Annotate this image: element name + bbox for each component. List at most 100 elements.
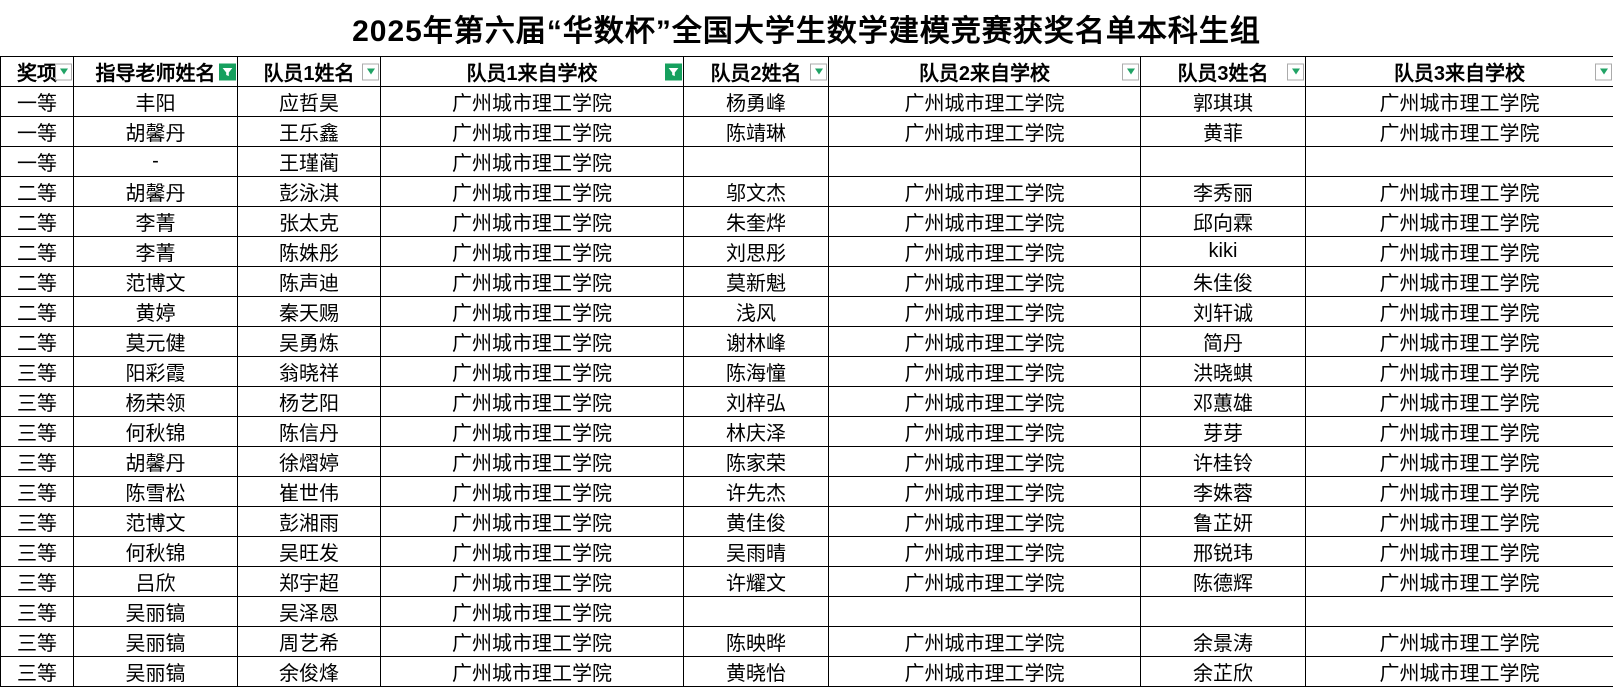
cell-award[interactable]: 三等 (1, 597, 74, 627)
cell-member3-school[interactable]: 广州城市理工学院 (1306, 87, 1613, 117)
cell-member2-name[interactable]: 莫新魁 (684, 267, 829, 297)
cell-member3-school[interactable]: 广州城市理工学院 (1306, 657, 1613, 687)
cell-award[interactable]: 三等 (1, 387, 74, 417)
cell-member1-school[interactable]: 广州城市理工学院 (381, 597, 684, 627)
cell-member3-school[interactable]: 广州城市理工学院 (1306, 177, 1613, 207)
cell-member1-school[interactable]: 广州城市理工学院 (381, 297, 684, 327)
cell-member1-school[interactable]: 广州城市理工学院 (381, 87, 684, 117)
cell-advisor[interactable]: 黄婷 (74, 297, 238, 327)
cell-member2-name[interactable]: 陈靖琳 (684, 117, 829, 147)
cell-member3-school[interactable]: 广州城市理工学院 (1306, 567, 1613, 597)
cell-member3-school[interactable]: 广州城市理工学院 (1306, 387, 1613, 417)
cell-member2-school[interactable]: 广州城市理工学院 (829, 297, 1141, 327)
cell-member3-name[interactable]: 简丹 (1141, 327, 1306, 357)
cell-advisor[interactable]: - (74, 147, 238, 177)
cell-member2-school[interactable]: 广州城市理工学院 (829, 267, 1141, 297)
cell-member3-name[interactable]: 郭琪琪 (1141, 87, 1306, 117)
cell-member2-name[interactable] (684, 597, 829, 627)
cell-member1-school[interactable]: 广州城市理工学院 (381, 447, 684, 477)
cell-member2-school[interactable] (829, 597, 1141, 627)
filter-dropdown-icon[interactable] (1595, 63, 1612, 80)
cell-member1-school[interactable]: 广州城市理工学院 (381, 387, 684, 417)
cell-member1-name[interactable]: 秦天赐 (238, 297, 381, 327)
cell-member2-name[interactable]: 陈海憧 (684, 357, 829, 387)
cell-member1-name[interactable]: 翁晓祥 (238, 357, 381, 387)
cell-member1-school[interactable]: 广州城市理工学院 (381, 327, 684, 357)
cell-member2-name[interactable]: 许先杰 (684, 477, 829, 507)
cell-member3-name[interactable]: 陈德辉 (1141, 567, 1306, 597)
cell-member1-school[interactable]: 广州城市理工学院 (381, 237, 684, 267)
cell-advisor[interactable]: 胡馨丹 (74, 117, 238, 147)
cell-advisor[interactable]: 范博文 (74, 507, 238, 537)
cell-award[interactable]: 三等 (1, 567, 74, 597)
cell-member2-name[interactable]: 杨勇峰 (684, 87, 829, 117)
cell-award[interactable]: 一等 (1, 87, 74, 117)
filter-dropdown-icon[interactable] (810, 63, 827, 80)
cell-award[interactable]: 三等 (1, 507, 74, 537)
cell-member3-name[interactable]: 芽芽 (1141, 417, 1306, 447)
cell-member2-name[interactable]: 陈家荣 (684, 447, 829, 477)
cell-member2-name[interactable]: 刘思彤 (684, 237, 829, 267)
cell-member1-school[interactable]: 广州城市理工学院 (381, 477, 684, 507)
cell-member2-school[interactable]: 广州城市理工学院 (829, 87, 1141, 117)
cell-award[interactable]: 三等 (1, 657, 74, 687)
filter-dropdown-icon[interactable] (362, 63, 379, 80)
cell-member2-name[interactable]: 浅风 (684, 297, 829, 327)
cell-advisor[interactable]: 陈雪松 (74, 477, 238, 507)
cell-member3-school[interactable]: 广州城市理工学院 (1306, 417, 1613, 447)
cell-member3-school[interactable]: 广州城市理工学院 (1306, 117, 1613, 147)
cell-advisor[interactable]: 李菁 (74, 207, 238, 237)
cell-member2-school[interactable]: 广州城市理工学院 (829, 447, 1141, 477)
cell-advisor[interactable]: 杨荣领 (74, 387, 238, 417)
cell-member1-name[interactable]: 王瑾蔺 (238, 147, 381, 177)
cell-member1-name[interactable]: 张太克 (238, 207, 381, 237)
cell-advisor[interactable]: 莫元健 (74, 327, 238, 357)
cell-member3-name[interactable]: 鲁芷妍 (1141, 507, 1306, 537)
cell-member2-name[interactable]: 黄晓怡 (684, 657, 829, 687)
cell-member1-name[interactable]: 彭湘雨 (238, 507, 381, 537)
cell-member1-name[interactable]: 吴泽恩 (238, 597, 381, 627)
cell-member1-school[interactable]: 广州城市理工学院 (381, 627, 684, 657)
cell-member2-school[interactable]: 广州城市理工学院 (829, 327, 1141, 357)
cell-advisor[interactable]: 胡馨丹 (74, 177, 238, 207)
cell-member3-name[interactable] (1141, 147, 1306, 177)
cell-member2-school[interactable]: 广州城市理工学院 (829, 567, 1141, 597)
cell-member3-name[interactable]: 刘轩诚 (1141, 297, 1306, 327)
cell-advisor[interactable]: 范博文 (74, 267, 238, 297)
cell-advisor[interactable]: 何秋锦 (74, 417, 238, 447)
cell-award[interactable]: 三等 (1, 627, 74, 657)
cell-member2-school[interactable]: 广州城市理工学院 (829, 207, 1141, 237)
cell-member3-school[interactable]: 广州城市理工学院 (1306, 297, 1613, 327)
cell-award[interactable]: 三等 (1, 417, 74, 447)
cell-member1-school[interactable]: 广州城市理工学院 (381, 267, 684, 297)
cell-award[interactable]: 二等 (1, 237, 74, 267)
cell-member2-name[interactable]: 许耀文 (684, 567, 829, 597)
cell-member2-school[interactable]: 广州城市理工学院 (829, 537, 1141, 567)
cell-member3-name[interactable]: 朱佳俊 (1141, 267, 1306, 297)
cell-member3-name[interactable]: 余景涛 (1141, 627, 1306, 657)
cell-member3-school[interactable]: 广州城市理工学院 (1306, 507, 1613, 537)
cell-member3-name[interactable]: 洪晓蜞 (1141, 357, 1306, 387)
filter-dropdown-icon[interactable] (55, 63, 72, 80)
cell-member1-name[interactable]: 陈姝彤 (238, 237, 381, 267)
cell-member1-school[interactable]: 广州城市理工学院 (381, 177, 684, 207)
cell-member3-school[interactable] (1306, 597, 1613, 627)
cell-award[interactable]: 二等 (1, 177, 74, 207)
filter-applied-icon[interactable] (665, 63, 682, 80)
cell-member2-name[interactable]: 陈映晔 (684, 627, 829, 657)
cell-member1-name[interactable]: 周艺希 (238, 627, 381, 657)
cell-member3-name[interactable]: 邓蕙雄 (1141, 387, 1306, 417)
cell-member3-school[interactable]: 广州城市理工学院 (1306, 237, 1613, 267)
cell-advisor[interactable]: 阳彩霞 (74, 357, 238, 387)
cell-member2-school[interactable]: 广州城市理工学院 (829, 477, 1141, 507)
cell-award[interactable]: 二等 (1, 207, 74, 237)
cell-member3-name[interactable]: 邢锐玮 (1141, 537, 1306, 567)
cell-member2-name[interactable]: 朱奎烨 (684, 207, 829, 237)
cell-advisor[interactable]: 胡馨丹 (74, 447, 238, 477)
cell-member2-school[interactable] (829, 147, 1141, 177)
cell-award[interactable]: 三等 (1, 447, 74, 477)
cell-member2-name[interactable] (684, 147, 829, 177)
cell-member1-name[interactable]: 应哲昊 (238, 87, 381, 117)
filter-dropdown-icon[interactable] (1287, 63, 1304, 80)
cell-member1-name[interactable]: 崔世伟 (238, 477, 381, 507)
